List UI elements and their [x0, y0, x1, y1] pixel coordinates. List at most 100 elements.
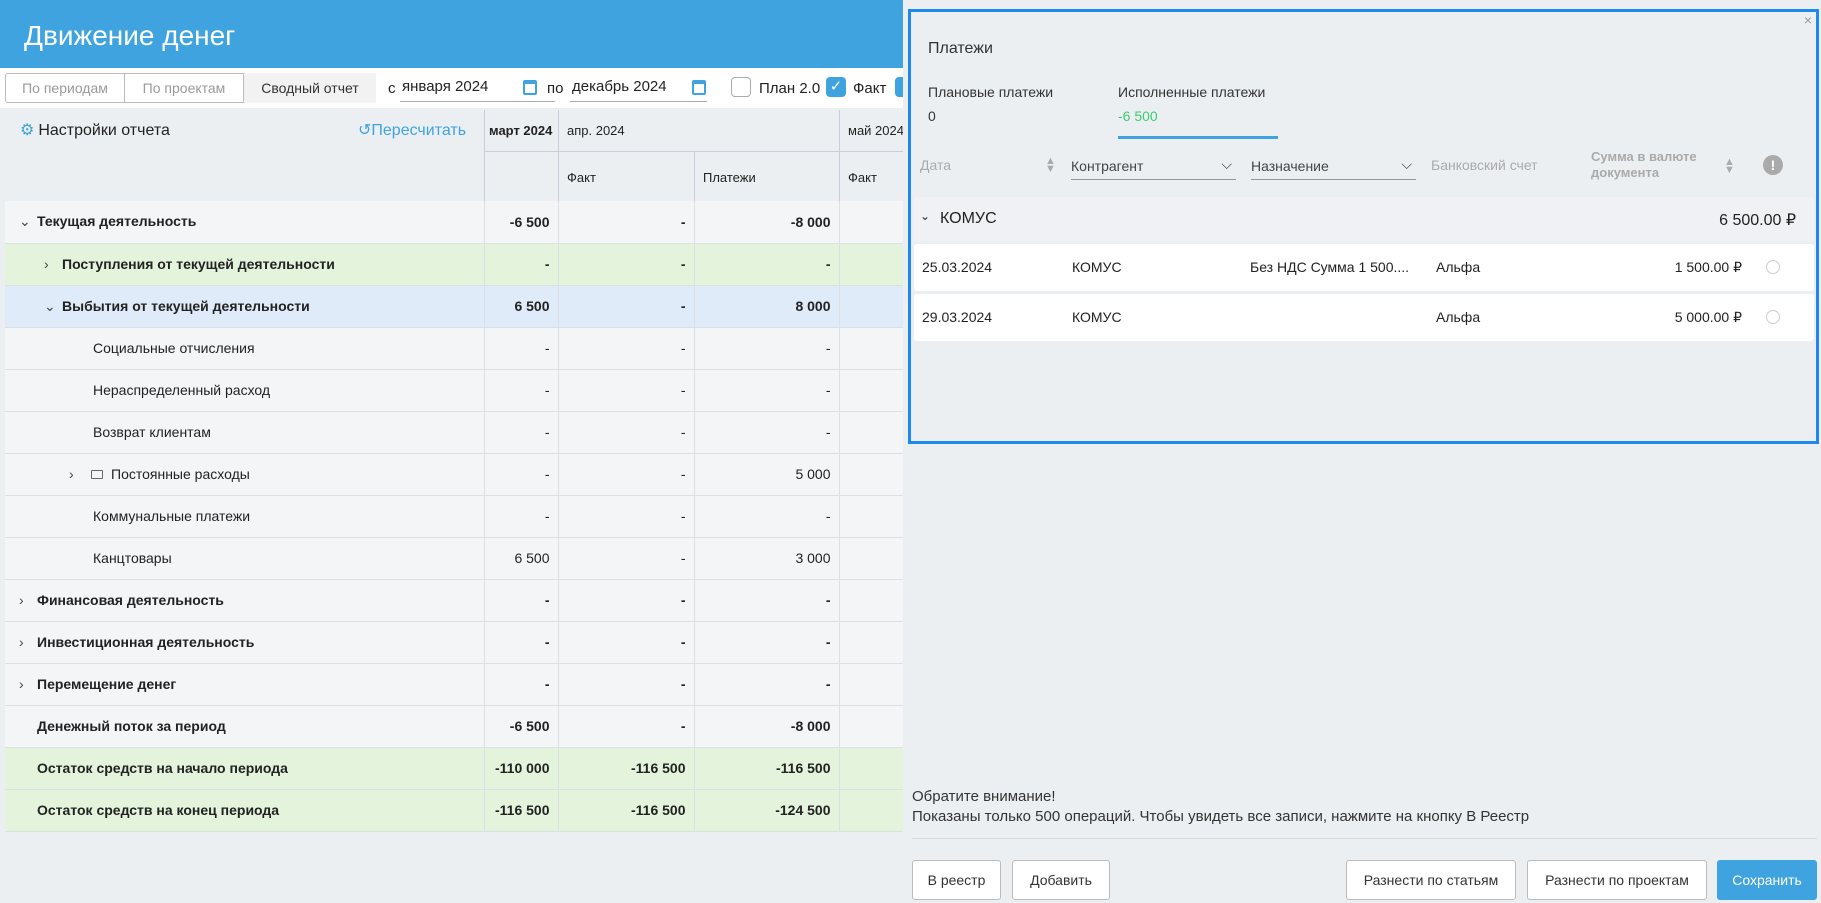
tab-summary-report[interactable]: Сводный отчет: [244, 73, 376, 103]
tab-planned-payments[interactable]: Плановые платежи 0: [928, 84, 1054, 124]
table-row[interactable]: ⌄ Текущая деятельность -6 500- -8 000: [5, 201, 904, 244]
payment-row[interactable]: 25.03.2024 КОМУС Без НДС Сумма 1 500.... Ал…: [914, 244, 1814, 291]
value-cell[interactable]: -: [484, 621, 559, 664]
column-amount[interactable]: Сумма в валюте документа: [1591, 149, 1697, 180]
chevron-right-icon[interactable]: ›: [44, 256, 49, 272]
tab-by-periods[interactable]: По периодам: [5, 73, 125, 103]
value-cell[interactable]: -: [558, 285, 695, 328]
row-radio[interactable]: [1766, 310, 1780, 324]
save-button[interactable]: Сохранить: [1717, 860, 1817, 900]
value-cell[interactable]: [839, 285, 904, 328]
add-button[interactable]: Добавить: [1012, 860, 1110, 900]
value-cell[interactable]: -: [558, 201, 695, 244]
value-cell[interactable]: -: [558, 411, 695, 454]
value-cell[interactable]: -: [694, 663, 840, 706]
chevron-right-icon[interactable]: ›: [19, 592, 24, 608]
table-row[interactable]: › Инвестиционная деятельность - - -: [5, 621, 904, 664]
table-row[interactable]: Остаток средств на конец периода -116 500…: [5, 789, 904, 832]
value-cell[interactable]: -: [558, 537, 695, 580]
table-row[interactable]: › Поступления от текущей деятельности - - -: [5, 243, 904, 286]
value-cell[interactable]: -: [484, 327, 559, 370]
value-cell[interactable]: -: [694, 579, 840, 622]
value-cell[interactable]: -: [484, 411, 559, 454]
value-cell[interactable]: -: [558, 453, 695, 496]
table-row[interactable]: › Постоянные расходы - -5 000: [5, 453, 904, 496]
value-cell[interactable]: -: [484, 243, 559, 286]
table-row[interactable]: Денежный поток за период -6 500- -8 000: [5, 705, 904, 748]
value-cell[interactable]: -: [558, 495, 695, 538]
value-cell[interactable]: [839, 789, 904, 832]
tab-by-projects[interactable]: По проектам: [124, 73, 244, 103]
value-cell[interactable]: -: [694, 621, 840, 664]
counterparty-filter[interactable]: Контрагент ⌵: [1071, 150, 1236, 180]
purpose-filter[interactable]: Назначение ⌵: [1251, 150, 1416, 180]
value-cell[interactable]: [839, 579, 904, 622]
table-row[interactable]: Коммунальные платежи - - -: [5, 495, 904, 538]
fact-checkbox[interactable]: ✓: [826, 77, 846, 97]
calendar-icon[interactable]: [692, 80, 706, 95]
table-row[interactable]: Нераспределенный расход - - -: [5, 369, 904, 412]
value-cell[interactable]: 8 000: [694, 285, 840, 328]
close-icon[interactable]: ×: [1803, 12, 1812, 28]
table-row[interactable]: › Финансовая деятельность - - -: [5, 579, 904, 622]
sort-icon[interactable]: ▲ ▼: [1724, 156, 1735, 176]
value-cell[interactable]: -: [484, 495, 559, 538]
value-cell[interactable]: -: [484, 369, 559, 412]
date-from-input[interactable]: января 2024: [400, 74, 555, 102]
value-cell[interactable]: -: [558, 705, 695, 748]
value-cell[interactable]: -: [694, 369, 840, 412]
distribute-by-projects-button[interactable]: Разнести по проектам: [1527, 860, 1707, 900]
table-row[interactable]: › Перемещение денег - - -: [5, 663, 904, 706]
value-cell[interactable]: [839, 327, 904, 370]
value-cell[interactable]: -: [558, 369, 695, 412]
value-cell[interactable]: -8 000: [694, 705, 840, 748]
table-row[interactable]: Остаток средств на начало периода -110 00…: [5, 747, 904, 790]
value-cell[interactable]: [839, 453, 904, 496]
value-cell[interactable]: [839, 705, 904, 748]
value-cell[interactable]: -116 500: [484, 789, 559, 832]
value-cell[interactable]: [839, 747, 904, 790]
value-cell[interactable]: -124 500: [694, 789, 840, 832]
distribute-by-items-button[interactable]: Разнести по статьям: [1346, 860, 1516, 900]
value-cell[interactable]: [839, 369, 904, 412]
value-cell[interactable]: [839, 537, 904, 580]
value-cell[interactable]: [839, 411, 904, 454]
chevron-right-icon[interactable]: ›: [19, 634, 24, 650]
value-cell[interactable]: [839, 621, 904, 664]
calendar-icon[interactable]: [523, 80, 537, 95]
value-cell[interactable]: [839, 201, 904, 244]
value-cell[interactable]: -: [558, 663, 695, 706]
value-cell[interactable]: -: [694, 243, 840, 286]
group-row[interactable]: ⌄ КОМУС 6 500.00 ₽: [914, 197, 1814, 241]
value-cell[interactable]: 6 500: [484, 537, 559, 580]
chevron-right-icon[interactable]: ›: [19, 676, 24, 692]
tab-executed-payments[interactable]: Исполненные платежи -6 500: [1118, 84, 1278, 139]
date-to-input[interactable]: декабрь 2024: [570, 74, 707, 102]
value-cell[interactable]: [839, 663, 904, 706]
value-cell[interactable]: -: [484, 453, 559, 496]
value-cell[interactable]: -: [694, 327, 840, 370]
value-cell[interactable]: [839, 495, 904, 538]
payment-row[interactable]: 29.03.2024 КОМУС Альфа 5 000.00 ₽: [914, 294, 1814, 341]
value-cell[interactable]: -116 500: [558, 789, 695, 832]
table-row[interactable]: ⌄ Выбытия от текущей деятельности 6 500-8 …: [5, 285, 904, 328]
value-cell[interactable]: -: [484, 663, 559, 706]
value-cell[interactable]: -: [694, 411, 840, 454]
chevron-down-icon[interactable]: ⌄: [19, 213, 31, 230]
value-cell[interactable]: -: [558, 327, 695, 370]
table-row[interactable]: Социальные отчисления - - -: [5, 327, 904, 370]
plan-checkbox[interactable]: [731, 77, 751, 97]
value-cell[interactable]: -8 000: [694, 201, 840, 244]
chevron-right-icon[interactable]: ›: [69, 466, 74, 482]
value-cell[interactable]: -: [558, 579, 695, 622]
value-cell[interactable]: -6 500: [484, 201, 559, 244]
value-cell[interactable]: -116 500: [558, 747, 695, 790]
chevron-down-icon[interactable]: ⌄: [44, 297, 56, 314]
value-cell[interactable]: -: [558, 621, 695, 664]
recalculate-button[interactable]: ↺Пересчитать: [358, 120, 466, 140]
row-radio[interactable]: [1766, 260, 1780, 274]
value-cell[interactable]: -: [558, 243, 695, 286]
value-cell[interactable]: -116 500: [694, 747, 840, 790]
value-cell[interactable]: [839, 243, 904, 286]
value-cell[interactable]: -: [484, 579, 559, 622]
